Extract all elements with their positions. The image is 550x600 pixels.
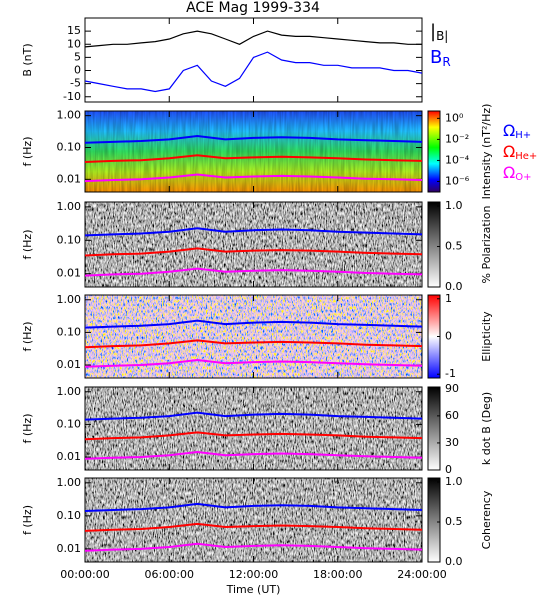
colorbar xyxy=(427,386,441,471)
y-tick-label: 1.00 xyxy=(57,476,82,489)
colorbar-tick-label: 0 xyxy=(445,330,452,343)
series-line xyxy=(84,522,423,532)
series-line xyxy=(84,358,423,368)
x-tick-label: 06:00:00 xyxy=(145,568,194,581)
y-tick-label: 0.01 xyxy=(57,172,82,185)
series-line xyxy=(84,411,423,421)
colorbar-tick-label: 60 xyxy=(445,409,459,422)
series-line xyxy=(84,431,423,441)
y-tick-label: 0.01 xyxy=(57,542,82,555)
y-tick-label: 0.10 xyxy=(57,140,82,153)
y-tick-label: 0.10 xyxy=(57,417,82,430)
legend-entry: ΩH+ xyxy=(503,121,531,142)
y-axis-label: f (Hz) xyxy=(21,322,34,352)
colorbar xyxy=(427,477,441,563)
x-tick-label: 12:00:00 xyxy=(229,568,278,581)
y-tick-label: 1.00 xyxy=(57,109,82,122)
y-tick-label: 0 xyxy=(74,64,81,77)
y-axis-label: f (Hz) xyxy=(21,137,34,167)
y-axis-label: B (nT) xyxy=(21,43,34,76)
series-line xyxy=(84,51,423,93)
colorbar-tick-label: 30 xyxy=(445,436,459,449)
y-tick-label: 0.01 xyxy=(57,450,82,463)
y-tick-label: -5 xyxy=(70,77,81,90)
series-line xyxy=(84,339,423,349)
colorbar-tick-label: 0.0 xyxy=(445,555,463,568)
colorbar-tick-label: 1.0 xyxy=(445,475,463,488)
y-tick-label: 1.00 xyxy=(57,200,82,213)
y-tick-label: 0.10 xyxy=(57,233,82,246)
x-tick-label: 24:00:00 xyxy=(397,568,446,581)
colorbar-tick-label: 10⁻⁴ xyxy=(445,153,470,166)
colorbar-label: Intensity (nT²/Hz) xyxy=(480,104,493,200)
series-line xyxy=(84,247,423,257)
chart-title: ACE Mag 1999-334 xyxy=(186,0,320,16)
colorbar-tick-label: -1 xyxy=(445,367,456,380)
series-line xyxy=(84,319,423,329)
y-tick-label: 15 xyxy=(67,24,81,37)
colorbar xyxy=(427,110,441,193)
series-line xyxy=(84,502,423,512)
x-tick-label: 18:00:00 xyxy=(313,568,362,581)
colorbar-label: k dot B (Deg) xyxy=(480,392,493,465)
colorbar-tick-label: 0 xyxy=(445,463,452,476)
y-axis-label: f (Hz) xyxy=(21,230,34,260)
colorbar-tick-label: 10⁻² xyxy=(445,132,469,145)
colorbar xyxy=(427,201,441,288)
y-tick-label: 1.00 xyxy=(57,385,82,398)
y-axis-label: f (Hz) xyxy=(21,505,34,535)
colorbar-tick-label: 10⁰ xyxy=(445,111,464,124)
x-axis-label: Time (UT) xyxy=(226,583,281,596)
y-tick-label: 5 xyxy=(74,50,81,63)
series-line xyxy=(84,30,422,48)
legend-entry: |B| xyxy=(430,21,448,43)
y-tick-label: 0.10 xyxy=(57,509,82,522)
colorbar-tick-label: 1 xyxy=(445,292,452,305)
colorbar-tick-label: 10⁻⁶ xyxy=(445,174,470,187)
series-line xyxy=(84,173,423,183)
y-tick-label: 0.10 xyxy=(57,325,82,338)
legend-entry: ΩHe+ xyxy=(503,142,537,163)
y-tick-label: 0.01 xyxy=(57,267,82,280)
colorbar-label: Coherency xyxy=(480,490,493,549)
y-tick-label: 1.00 xyxy=(57,293,82,306)
colorbar-tick-label: 0.5 xyxy=(445,515,463,528)
x-tick-label: 00:00:00 xyxy=(60,568,109,581)
colorbar-tick-label: 1.0 xyxy=(445,199,463,212)
y-tick-label: -10 xyxy=(63,90,81,103)
y-tick-label: 0.01 xyxy=(57,358,82,371)
y-axis-label: f (Hz) xyxy=(21,414,34,444)
series-line xyxy=(84,450,423,460)
colorbar-label: % Polarization xyxy=(480,206,493,284)
series-line xyxy=(84,542,423,552)
series-line xyxy=(84,267,423,277)
legend-entry: ΩO+ xyxy=(503,163,531,184)
colorbar-tick-label: 90 xyxy=(445,382,459,395)
colorbar-tick-label: 0.5 xyxy=(445,240,463,253)
colorbar-label: Ellipticity xyxy=(480,311,493,362)
series-line xyxy=(84,154,423,163)
colorbar-tick-label: 0.0 xyxy=(445,280,463,293)
y-tick-label: 10 xyxy=(67,37,81,50)
legend-entry: BR xyxy=(430,47,451,69)
series-line xyxy=(84,134,423,144)
series-line xyxy=(84,227,423,237)
